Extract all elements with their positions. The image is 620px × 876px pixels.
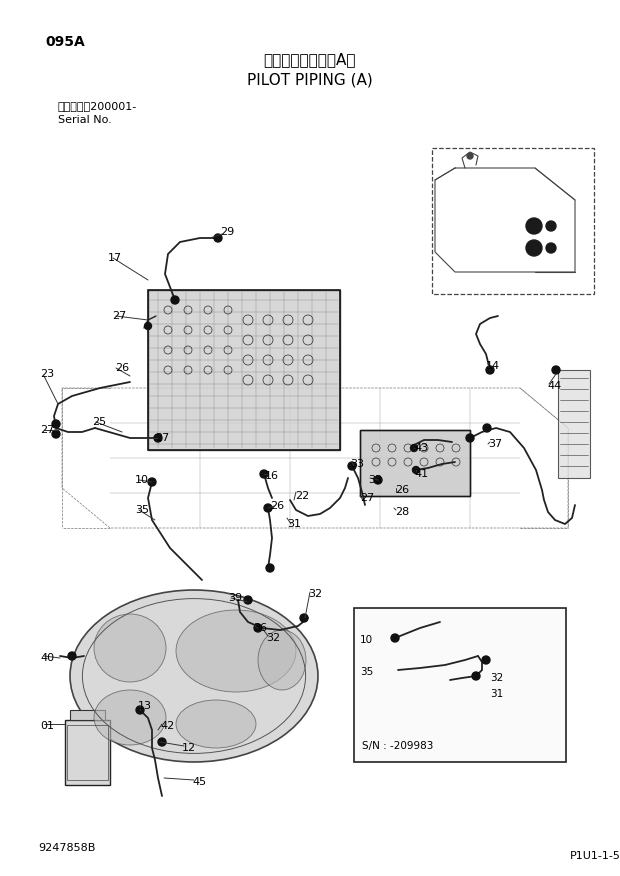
Bar bbox=[67, 725, 108, 780]
Circle shape bbox=[52, 420, 60, 428]
Text: 28: 28 bbox=[395, 507, 409, 517]
Bar bbox=[558, 370, 590, 478]
Ellipse shape bbox=[94, 614, 166, 682]
Text: 32: 32 bbox=[308, 589, 322, 599]
Bar bbox=[354, 608, 566, 762]
Text: 適用号機　200001-: 適用号機 200001- bbox=[58, 101, 137, 111]
Circle shape bbox=[52, 430, 60, 438]
Circle shape bbox=[483, 424, 491, 432]
Text: 42: 42 bbox=[160, 721, 174, 731]
Ellipse shape bbox=[176, 610, 296, 692]
Circle shape bbox=[148, 478, 156, 486]
Circle shape bbox=[254, 624, 262, 632]
Circle shape bbox=[546, 221, 556, 231]
Text: 35: 35 bbox=[360, 667, 373, 677]
Text: 29: 29 bbox=[220, 227, 234, 237]
Text: 31: 31 bbox=[490, 689, 503, 699]
Circle shape bbox=[264, 504, 272, 512]
Circle shape bbox=[266, 564, 274, 572]
Text: 35: 35 bbox=[135, 505, 149, 515]
Text: PILOT PIPING (A): PILOT PIPING (A) bbox=[247, 73, 373, 88]
Circle shape bbox=[526, 240, 542, 256]
Text: 10: 10 bbox=[360, 635, 373, 645]
Circle shape bbox=[410, 444, 417, 451]
Text: S/N : -209983: S/N : -209983 bbox=[362, 741, 433, 751]
Circle shape bbox=[144, 322, 151, 329]
Text: 27: 27 bbox=[155, 433, 169, 443]
Circle shape bbox=[68, 652, 76, 660]
Bar bbox=[432, 148, 594, 294]
Circle shape bbox=[546, 243, 556, 253]
Text: 44: 44 bbox=[547, 381, 561, 391]
Text: 27: 27 bbox=[360, 493, 374, 503]
Ellipse shape bbox=[176, 700, 256, 748]
Text: 22: 22 bbox=[295, 491, 309, 501]
Text: 26: 26 bbox=[270, 501, 284, 511]
Text: 41: 41 bbox=[414, 469, 428, 479]
Circle shape bbox=[526, 218, 542, 234]
Text: 26: 26 bbox=[115, 363, 129, 373]
Text: 36: 36 bbox=[253, 623, 267, 633]
Bar bbox=[148, 290, 340, 450]
Text: 14: 14 bbox=[486, 361, 500, 371]
Text: 27: 27 bbox=[112, 311, 126, 321]
Circle shape bbox=[374, 476, 382, 484]
Text: 095A: 095A bbox=[45, 35, 85, 49]
Bar bbox=[65, 720, 110, 785]
Circle shape bbox=[348, 462, 356, 470]
Circle shape bbox=[154, 434, 162, 442]
Text: 23: 23 bbox=[40, 369, 54, 379]
Text: P1U1-1-5: P1U1-1-5 bbox=[570, 851, 620, 861]
Text: 39: 39 bbox=[228, 593, 242, 603]
Text: 43: 43 bbox=[414, 443, 428, 453]
Text: Serial No.: Serial No. bbox=[58, 115, 112, 125]
Circle shape bbox=[412, 467, 420, 474]
Text: 12: 12 bbox=[182, 743, 196, 753]
Circle shape bbox=[472, 672, 480, 680]
Ellipse shape bbox=[94, 690, 166, 745]
Circle shape bbox=[214, 234, 222, 242]
Circle shape bbox=[466, 434, 474, 442]
Text: 26: 26 bbox=[395, 485, 409, 495]
Circle shape bbox=[486, 366, 494, 374]
Circle shape bbox=[136, 706, 144, 714]
Circle shape bbox=[391, 634, 399, 642]
Ellipse shape bbox=[258, 630, 306, 690]
Text: 27: 27 bbox=[40, 425, 55, 435]
Bar bbox=[360, 430, 470, 496]
Bar bbox=[70, 710, 105, 720]
Text: パイロット配管（A）: パイロット配管（A） bbox=[264, 53, 356, 67]
Text: 40: 40 bbox=[40, 653, 54, 663]
Circle shape bbox=[158, 738, 166, 746]
Text: 16: 16 bbox=[265, 471, 279, 481]
Circle shape bbox=[300, 614, 308, 622]
Text: 10: 10 bbox=[135, 475, 149, 485]
Text: 13: 13 bbox=[138, 701, 152, 711]
Text: 45: 45 bbox=[192, 777, 206, 787]
Ellipse shape bbox=[70, 590, 318, 762]
Circle shape bbox=[260, 470, 268, 478]
Circle shape bbox=[482, 656, 490, 664]
Bar bbox=[148, 290, 340, 450]
Text: 31: 31 bbox=[287, 519, 301, 529]
Text: 9247858B: 9247858B bbox=[38, 843, 95, 853]
Circle shape bbox=[244, 596, 252, 604]
Circle shape bbox=[552, 366, 560, 374]
Circle shape bbox=[171, 296, 179, 304]
Text: 32: 32 bbox=[490, 673, 503, 683]
Text: 33: 33 bbox=[350, 459, 364, 469]
Circle shape bbox=[467, 153, 473, 159]
Text: 37: 37 bbox=[488, 439, 502, 449]
Text: 33: 33 bbox=[368, 475, 382, 485]
Text: 17: 17 bbox=[108, 253, 122, 263]
Bar bbox=[360, 430, 470, 496]
Text: 01: 01 bbox=[40, 721, 54, 731]
Text: 25: 25 bbox=[92, 417, 106, 427]
Text: 32: 32 bbox=[266, 633, 280, 643]
